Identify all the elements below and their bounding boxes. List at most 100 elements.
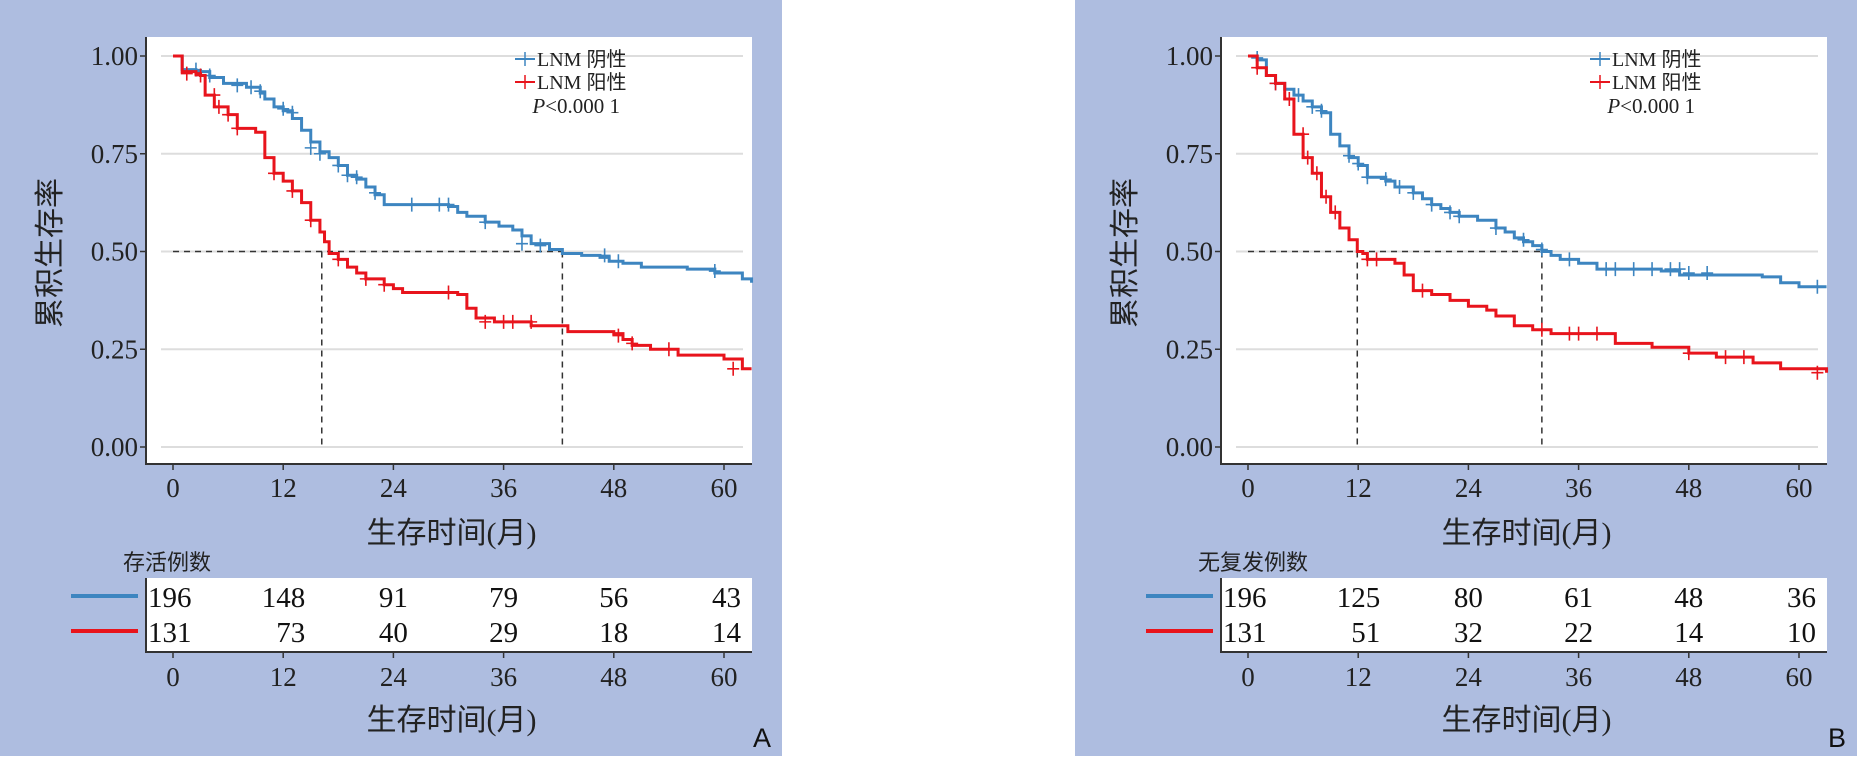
y-tick-label: 0.00 (1166, 432, 1213, 462)
risk-table-cell: 148 (262, 582, 306, 614)
risk-table-cell: 40 (379, 617, 408, 649)
censor-mark (1379, 172, 1392, 187)
legend-label: LNM 阳性 (537, 71, 626, 94)
risk-table-cell: 32 (1454, 617, 1483, 649)
censor-mark (359, 271, 372, 286)
censor-mark (1416, 283, 1429, 298)
censor-mark (1297, 127, 1310, 142)
legend-label: LNM 阴性 (1612, 48, 1701, 71)
risk-table-cell: 48 (1674, 582, 1703, 614)
y-axis-title: 累积生存率 (34, 178, 67, 328)
x-tick-label: 24 (380, 473, 408, 503)
risk-table-cell: 196 (1223, 582, 1267, 614)
censor-mark (350, 170, 363, 185)
x-tick-label: 0 (166, 473, 180, 503)
risk-table-title: 存活例数 (123, 550, 211, 575)
x-tick-label: 12 (270, 473, 297, 503)
p-value: <0.000 1 (1620, 94, 1695, 118)
risk-table-cell: 56 (599, 582, 628, 614)
p-value-annotation: P<0.000 1 (531, 94, 620, 118)
censor-mark (1315, 103, 1328, 118)
x-tick-label: 48 (600, 473, 627, 503)
censor-mark (1361, 170, 1374, 185)
censor-mark (231, 121, 244, 136)
p-value: <0.000 1 (545, 94, 620, 118)
censor-mark (277, 101, 290, 116)
censor-mark (612, 328, 625, 343)
km-curve-lnm-negative (1248, 54, 1827, 289)
x-tick-label: 24 (1455, 473, 1483, 503)
censor-mark (222, 107, 235, 122)
censor-mark (231, 78, 244, 93)
risk-table-x-tick-label: 48 (600, 662, 627, 692)
x-axis-title: 生存时间(月) (367, 517, 537, 550)
censor-mark (180, 66, 193, 81)
censor-mark (1627, 262, 1640, 277)
censor-mark (1393, 179, 1406, 194)
risk-table-area (1221, 578, 1827, 652)
censor-mark (662, 342, 675, 357)
x-tick-label: 60 (711, 473, 738, 503)
censor-mark (442, 197, 455, 212)
censor-mark (245, 80, 258, 95)
x-tick-label: 60 (1786, 473, 1813, 503)
y-tick-label: 0.00 (91, 432, 138, 462)
risk-table-area (146, 578, 752, 652)
risk-table-x-tick-label: 24 (380, 662, 408, 692)
censor-mark (1425, 197, 1438, 212)
panel-a: 0.00 0.25 0.50 0.75 1.00 0 12 24 36 48 60 累积生存率 生存时间… (0, 0, 782, 756)
y-tick-label: 0.25 (1166, 334, 1213, 364)
y-tick-label: 0.25 (91, 334, 138, 364)
censor-mark (1310, 166, 1323, 181)
y-tick-label: 1.00 (91, 41, 138, 71)
risk-table-cell: 36 (1787, 582, 1816, 614)
risk-table-x-axis-title: 生存时间(月) (367, 704, 537, 737)
risk-table-title: 无复发例数 (1198, 550, 1308, 575)
risk-table-x-tick-label: 48 (1675, 662, 1702, 692)
censor-mark (286, 183, 299, 198)
p-symbol: P (531, 94, 545, 118)
censor-mark (1737, 350, 1750, 365)
censor-mark (612, 254, 625, 269)
censor-mark (598, 248, 611, 263)
risk-table-cell: 131 (148, 617, 192, 649)
risk-table-cell: 14 (712, 617, 742, 649)
legend-label: LNM 阴性 (537, 48, 626, 71)
censor-mark (727, 361, 740, 376)
risk-table-x-tick-label: 60 (1786, 662, 1813, 692)
censor-mark (1673, 262, 1686, 277)
censor-mark (1292, 88, 1305, 103)
km-chart-a: 0.00 0.25 0.50 0.75 1.00 0 12 24 36 48 60 累积生存率生存时间… (34, 37, 771, 753)
risk-table-cell: 91 (379, 582, 408, 614)
censor-mark (1301, 150, 1314, 165)
censor-mark (268, 166, 281, 181)
censor-mark (708, 264, 721, 279)
censor-mark (1251, 60, 1264, 75)
censor-mark (1590, 326, 1603, 341)
risk-table-cell: 125 (1337, 582, 1381, 614)
panel-letter: B (1828, 723, 1846, 753)
censor-mark (626, 336, 639, 351)
risk-table-x-tick-label: 36 (490, 662, 517, 692)
x-tick-label: 12 (1345, 473, 1372, 503)
risk-table-cell: 22 (1564, 617, 1593, 649)
x-axis-title: 生存时间(月) (1442, 517, 1612, 550)
panel-letter: A (753, 723, 771, 753)
censor-mark (479, 314, 492, 329)
censor-mark (369, 185, 382, 200)
risk-table-cell: 29 (489, 617, 518, 649)
censor-mark (1535, 322, 1548, 337)
censor-mark (304, 213, 317, 228)
censor-mark (1572, 326, 1585, 341)
censor-mark (1370, 252, 1383, 267)
risk-table-x-tick-label: 60 (711, 662, 738, 692)
p-value-annotation: P<0.000 1 (1606, 94, 1695, 118)
censor-mark (1453, 209, 1466, 224)
censor-mark (1682, 266, 1695, 281)
risk-table-x-tick-label: 36 (1565, 662, 1592, 692)
risk-table-x-tick-label: 12 (1345, 662, 1372, 692)
risk-table-cell: 196 (148, 582, 192, 614)
censor-mark (1517, 232, 1530, 247)
censor-mark (1352, 156, 1365, 171)
censor-mark (332, 252, 345, 267)
